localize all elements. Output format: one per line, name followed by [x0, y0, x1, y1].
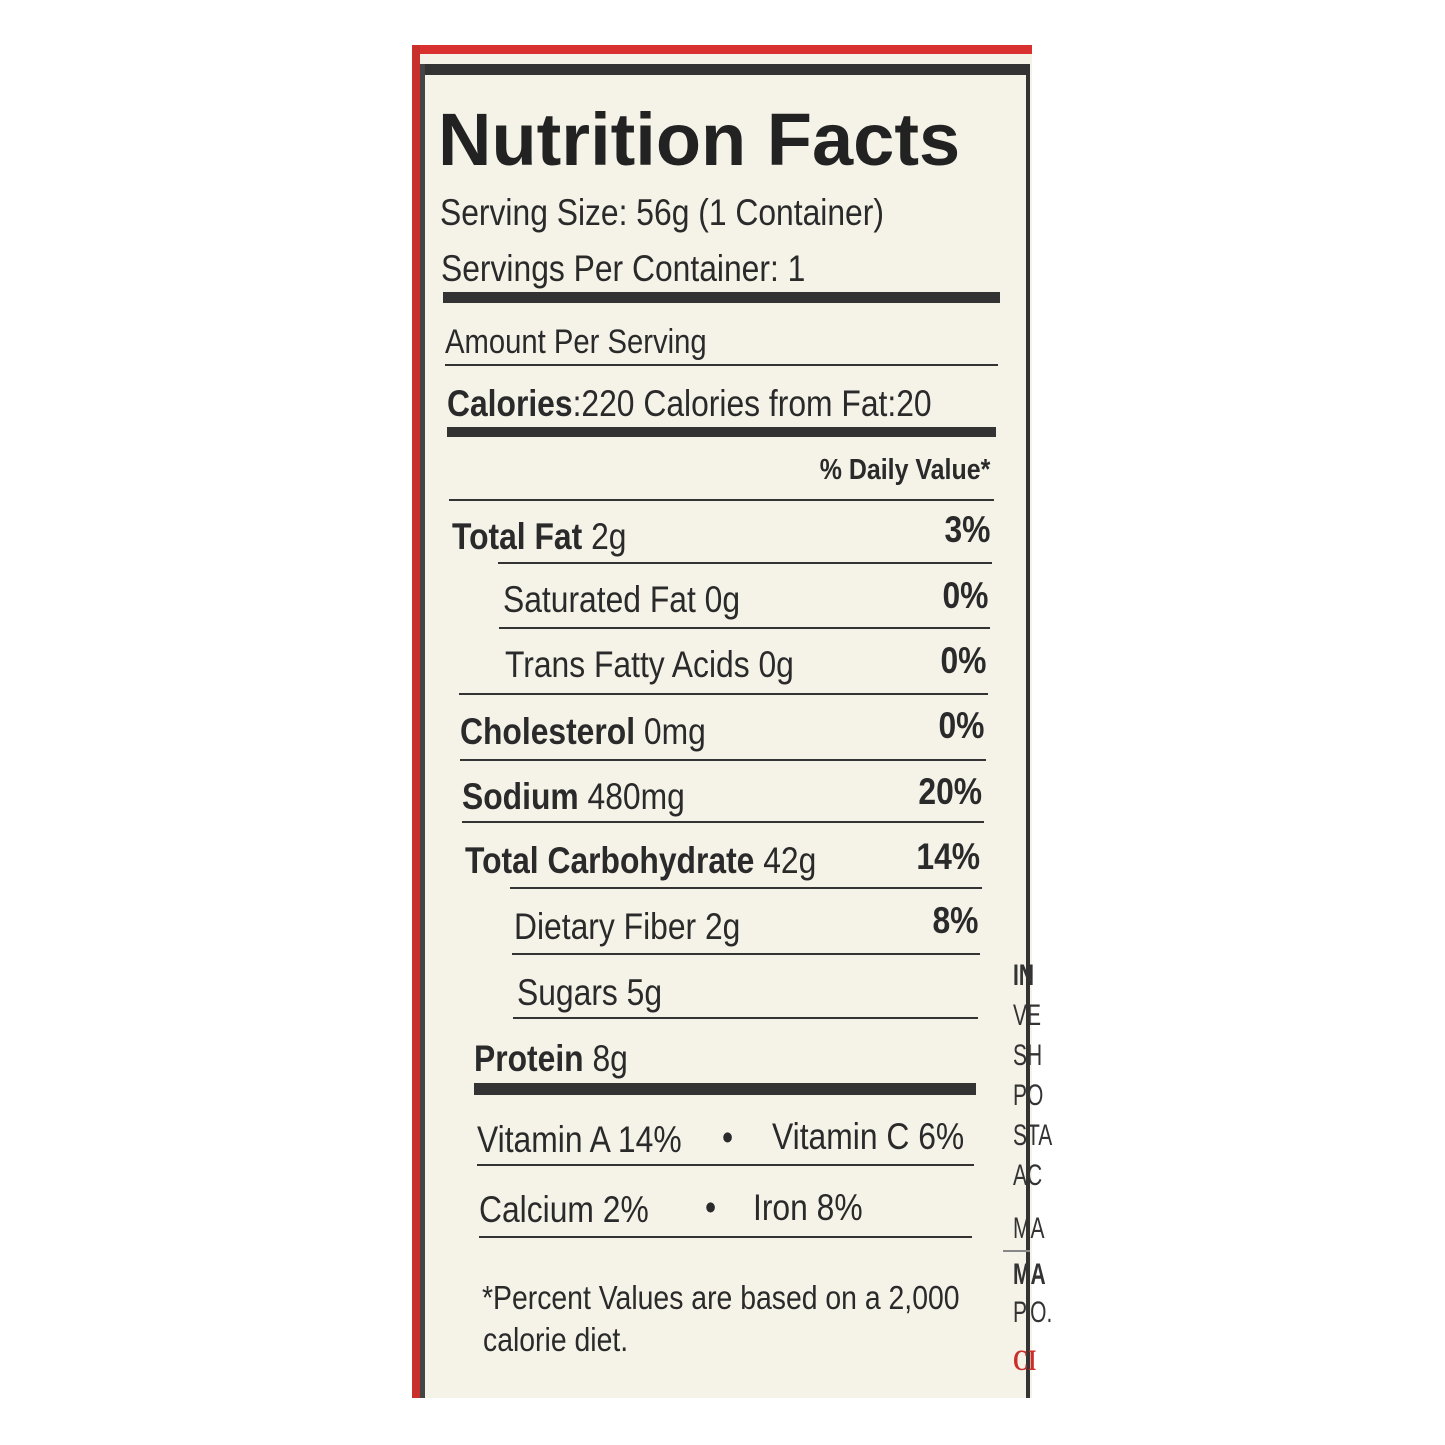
side-text: IN — [1013, 959, 1034, 992]
nutrient-amount: 0mg — [635, 711, 706, 752]
nutrient-name: Total Carbohydrate — [465, 840, 755, 881]
red-top-stripe — [412, 45, 1032, 54]
daily-value-header: % Daily Value* — [819, 454, 990, 486]
red-left-stripe — [412, 45, 420, 1398]
side-text: STA — [1013, 1119, 1053, 1152]
nutrient-row-sugars: Sugars 5g — [517, 972, 663, 1013]
label-right-border — [1026, 64, 1030, 1398]
nutrient-row-trans-fat: Trans Fatty Acids 0g — [505, 644, 794, 685]
label-top-border — [420, 64, 1030, 75]
label-title: Nutrition Facts — [438, 98, 961, 181]
nutrient-amount: 480mg — [578, 776, 685, 817]
nutrient-amount: 42g — [754, 840, 817, 881]
divider — [445, 364, 998, 366]
calories-row: Calories:220 Calories from Fat:20 — [447, 384, 932, 424]
side-text: SH — [1013, 1039, 1043, 1072]
nutrient-row-total-carbohydrate: Total Carbohydrate 42g — [465, 841, 816, 881]
side-text: PO — [1013, 1079, 1044, 1112]
nutrient-row-dietary-fiber: Dietary Fiber 2g — [514, 906, 741, 947]
divider — [462, 821, 984, 823]
nutrient-row-saturated-fat: Saturated Fat 0g — [503, 579, 741, 620]
side-text: P.O. — [1013, 1296, 1053, 1329]
nutrient-amount: 8g — [583, 1038, 628, 1079]
nutrient-amount: 2g — [582, 516, 627, 557]
divider — [1003, 1250, 1030, 1252]
divider — [498, 562, 992, 564]
calories-label: Calories — [447, 383, 573, 424]
divider — [513, 1017, 978, 1019]
divider — [449, 499, 994, 501]
label-left-border — [420, 64, 425, 1398]
dv-trans-fat: 0% — [940, 640, 986, 681]
bullet-separator: • — [705, 1187, 717, 1228]
divider — [459, 693, 988, 695]
side-text: AC — [1013, 1159, 1043, 1192]
nutrient-name: Protein — [474, 1038, 584, 1079]
side-text: VE — [1013, 999, 1042, 1032]
nutrient-row-total-fat: Total Fat 2g — [452, 517, 626, 557]
dv-total-carbohydrate: 14% — [916, 836, 980, 877]
footnote-line-1: *Percent Values are based on a 2,000 — [482, 1279, 960, 1316]
nutrient-row-sodium: Sodium 480mg — [462, 777, 685, 817]
serving-size: Serving Size: 56g (1 Container) — [440, 192, 884, 233]
iron: Iron 8% — [753, 1187, 863, 1228]
vitamin-c: Vitamin C 6% — [772, 1116, 965, 1157]
divider — [477, 1164, 974, 1166]
thick-divider — [443, 292, 1000, 303]
dv-saturated-fat: 0% — [942, 575, 988, 616]
nutrient-name: Sodium — [462, 776, 579, 817]
nutrient-name: Total Fat — [452, 516, 583, 557]
dv-dietary-fiber: 8% — [932, 900, 978, 941]
divider — [499, 627, 990, 629]
calcium: Calcium 2% — [479, 1189, 649, 1230]
divider — [479, 1236, 972, 1238]
dv-total-fat: 3% — [944, 509, 990, 550]
dv-cholesterol: 0% — [938, 705, 984, 746]
side-text: MA — [1013, 1258, 1046, 1291]
vitamin-a: Vitamin A 14% — [477, 1119, 682, 1160]
dv-sodium: 20% — [918, 771, 982, 812]
side-text: MA — [1013, 1212, 1045, 1245]
servings-per-container: Servings Per Container: 1 — [441, 248, 806, 289]
divider — [512, 953, 980, 955]
divider — [460, 759, 986, 761]
side-text: CI — [1013, 1344, 1037, 1377]
nutrient-row-protein: Protein 8g — [474, 1039, 628, 1079]
calories-value: :220 Calories from Fat:20 — [572, 383, 932, 424]
nutrient-row-cholesterol: Cholesterol 0mg — [460, 712, 706, 752]
package-panel — [412, 45, 1032, 1398]
nutrient-name: Cholesterol — [460, 711, 636, 752]
amount-per-serving: Amount Per Serving — [445, 323, 707, 361]
divider — [510, 887, 982, 889]
bullet-separator: • — [722, 1117, 734, 1158]
footnote-line-2: calorie diet. — [483, 1321, 629, 1358]
thick-divider — [474, 1083, 976, 1095]
thick-divider — [447, 427, 996, 437]
